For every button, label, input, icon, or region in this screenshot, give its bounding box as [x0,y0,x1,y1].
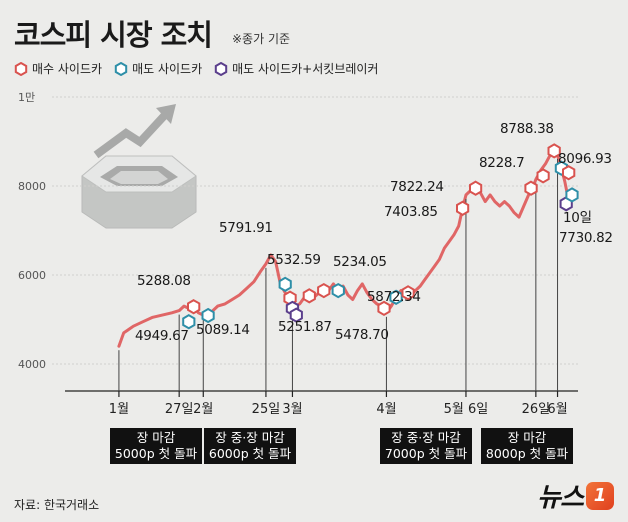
data-label: 5478.70 [335,327,389,343]
annotation-text: 8000p 첫 돌파 [486,446,569,461]
logo-text: 뉴스 [537,483,584,513]
page-title: 코스피 시장 조치 [14,18,213,52]
data-label: 5234.05 [333,254,387,270]
data-label: 7730.82 [559,230,613,246]
x-tick-label: 6월 [547,402,567,417]
x-tick-label: 3월 [282,402,302,417]
data-label: 8096.93 [558,151,612,167]
marker-buy-hexagon [377,300,391,317]
marker-sell-hexagon [331,282,345,299]
legend-hexagon-circuit-icon [214,61,228,76]
x-tick-label: 25일 [252,402,281,417]
legend-item-sell: 매도 사이드카 [114,60,202,77]
y-tick-label: 4000 [18,358,46,371]
legend-label-sell: 매도 사이드카 [132,62,203,76]
data-label: 5089.14 [196,322,250,338]
data-label: 7822.24 [390,179,444,195]
logo-badge-icon: 1 [586,481,614,510]
kospi-series-line [117,148,570,348]
annotation-box-bg [204,428,296,464]
marker-sell-hexagon [565,187,579,203]
data-label: 8788.38 [500,121,554,137]
legend: 매수 사이드카 매도 사이드카 매도 사이드카+서킷브레이커 [14,60,378,77]
legend-hexagon-sell-icon [114,61,128,76]
x-tick-label: 5월 6일 [444,402,489,417]
marker-buy-hexagon [469,180,483,196]
y-tick-label: 6000 [18,269,46,282]
annotation-box-bg [110,428,202,464]
annotation-text: 장 마감 [137,430,176,445]
y-tick-label: 8000 [18,180,46,193]
data-label: 5288.08 [137,273,191,289]
legend-item-buy: 매수 사이드카 [14,60,102,77]
annotation-text: 장 마감 [508,430,547,445]
marker-sell-hexagon [182,314,196,330]
annotation-text: 6000p 첫 돌파 [209,446,292,461]
marker-buy-hexagon [302,288,316,304]
legend-label-circuit: 매도 사이드카+서킷브레이커 [232,62,379,76]
annotation-text: 5000p 첫 돌파 [115,446,198,461]
marker-buy-hexagon [456,200,470,216]
marker-sell-hexagon [278,276,292,292]
annotation-box-bg [380,428,472,464]
x-tick-label: 2월 [193,402,213,417]
data-label: 10일 [563,210,592,226]
y-tick-label: 1만 [18,91,35,104]
data-label: 5872.34 [367,289,421,305]
data-label: 5251.87 [278,319,332,335]
data-label: 8228.7 [479,155,524,171]
marker-buy-hexagon [187,299,201,315]
marker-buy-hexagon [562,165,576,181]
marker-buy-hexagon [401,285,415,301]
legend-item-circuit: 매도 사이드카+서킷브레이커 [214,60,378,77]
annotation-text: 장 중·장 마감 [215,430,285,445]
data-label: 4949.67 [135,328,189,344]
x-tick-label: 4월 [376,402,396,417]
source-note: 자료: 한국거래소 [14,498,100,512]
marker-sell-hexagon [201,307,215,324]
annotation-text: 장 중·장 마감 [391,430,461,445]
data-label: 7403.85 [384,204,438,220]
marker-buy-hexagon [547,143,561,159]
brand-logo: 뉴스 1 [537,477,614,514]
data-label: 5791.91 [219,220,273,236]
marker-buy-hexagon [524,180,538,196]
x-tick-label: 1월 [109,402,129,417]
x-tick-label: 26일 [522,402,551,417]
podium-arrow-illustration-icon [81,104,197,229]
annotation-box-bg [481,428,573,464]
marker-circuit-hexagon [289,307,303,323]
marker-buy-hexagon [536,168,550,184]
legend-hexagon-buy-icon [14,61,28,76]
page-subtitle: ※종가 기준 [232,32,291,46]
x-tick-label: 27일 [165,402,194,417]
data-label: 5532.59 [267,252,321,268]
legend-label-buy: 매수 사이드카 [32,62,103,76]
marker-buy-hexagon [317,282,331,299]
annotation-text: 7000p 첫 돌파 [385,446,468,461]
